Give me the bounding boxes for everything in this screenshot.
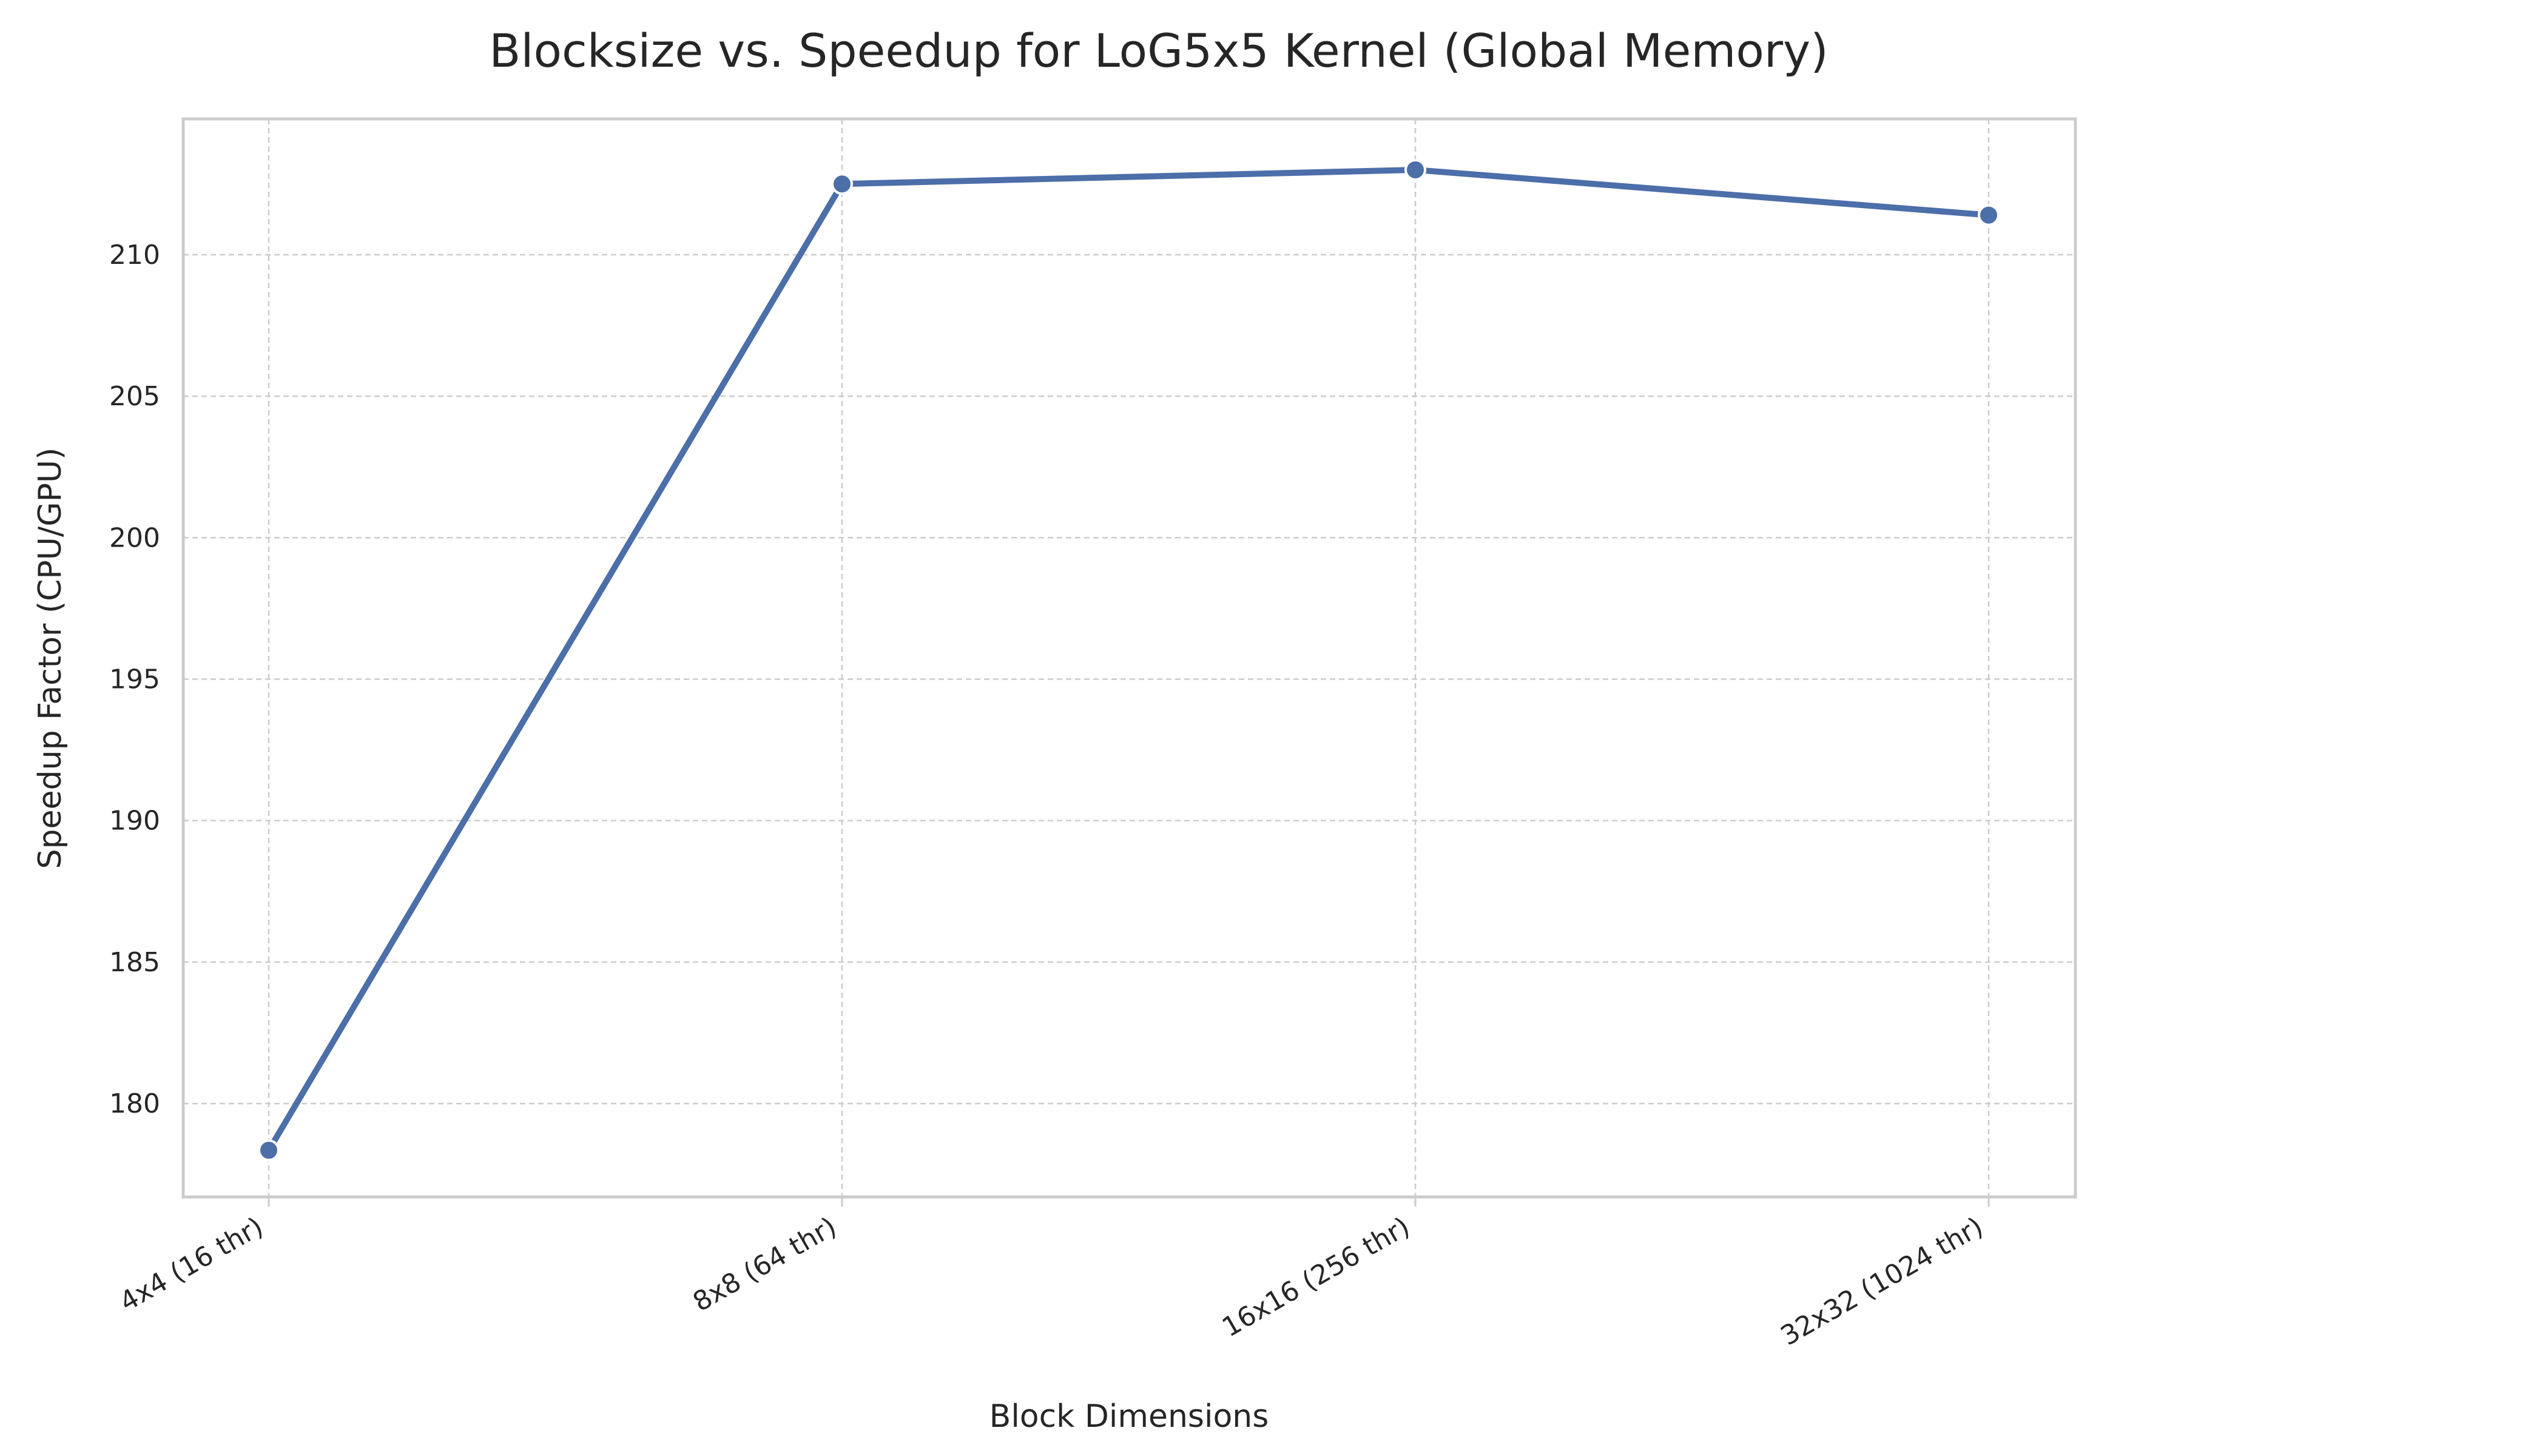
y-axis-ticks: 180 185 190 195 200 205 210 — [109, 240, 160, 1119]
y-tick-label: 180 — [109, 1088, 160, 1119]
x-tick-label: 16x16 (256 thr) — [1217, 1211, 1415, 1343]
series-layer — [258, 158, 2000, 1162]
data-point — [1404, 158, 1426, 181]
data-point — [258, 1139, 280, 1162]
series-line — [266, 166, 1992, 1154]
x-tick-label: 4x4 (16 thr) — [115, 1211, 269, 1318]
x-axis-ticks: 4x4 (16 thr) 8x8 (64 thr) 16x16 (256 thr) 3… — [115, 1197, 1990, 1352]
y-tick-label: 210 — [109, 240, 160, 271]
chart-title: Blocksize vs. Speedup for LoG5x5 Kernel … — [489, 24, 1828, 78]
data-point — [1978, 204, 2000, 226]
plot-area — [181, 117, 2077, 1199]
y-tick-label: 200 — [109, 522, 160, 553]
x-tick-label: 8x8 (64 thr) — [688, 1211, 842, 1318]
y-tick-label: 185 — [109, 947, 160, 978]
data-point — [831, 173, 853, 195]
y-axis-label: Speedup Factor (CPU/GPU) — [32, 448, 69, 869]
x-tick-label: 32x32 (1024 thr) — [1776, 1211, 1989, 1352]
y-tick-label: 195 — [109, 664, 160, 695]
y-tick-label: 190 — [109, 806, 160, 837]
x-axis-label: Block Dimensions — [989, 1398, 1269, 1435]
y-tick-label: 205 — [109, 381, 160, 412]
grid — [183, 119, 2075, 1197]
